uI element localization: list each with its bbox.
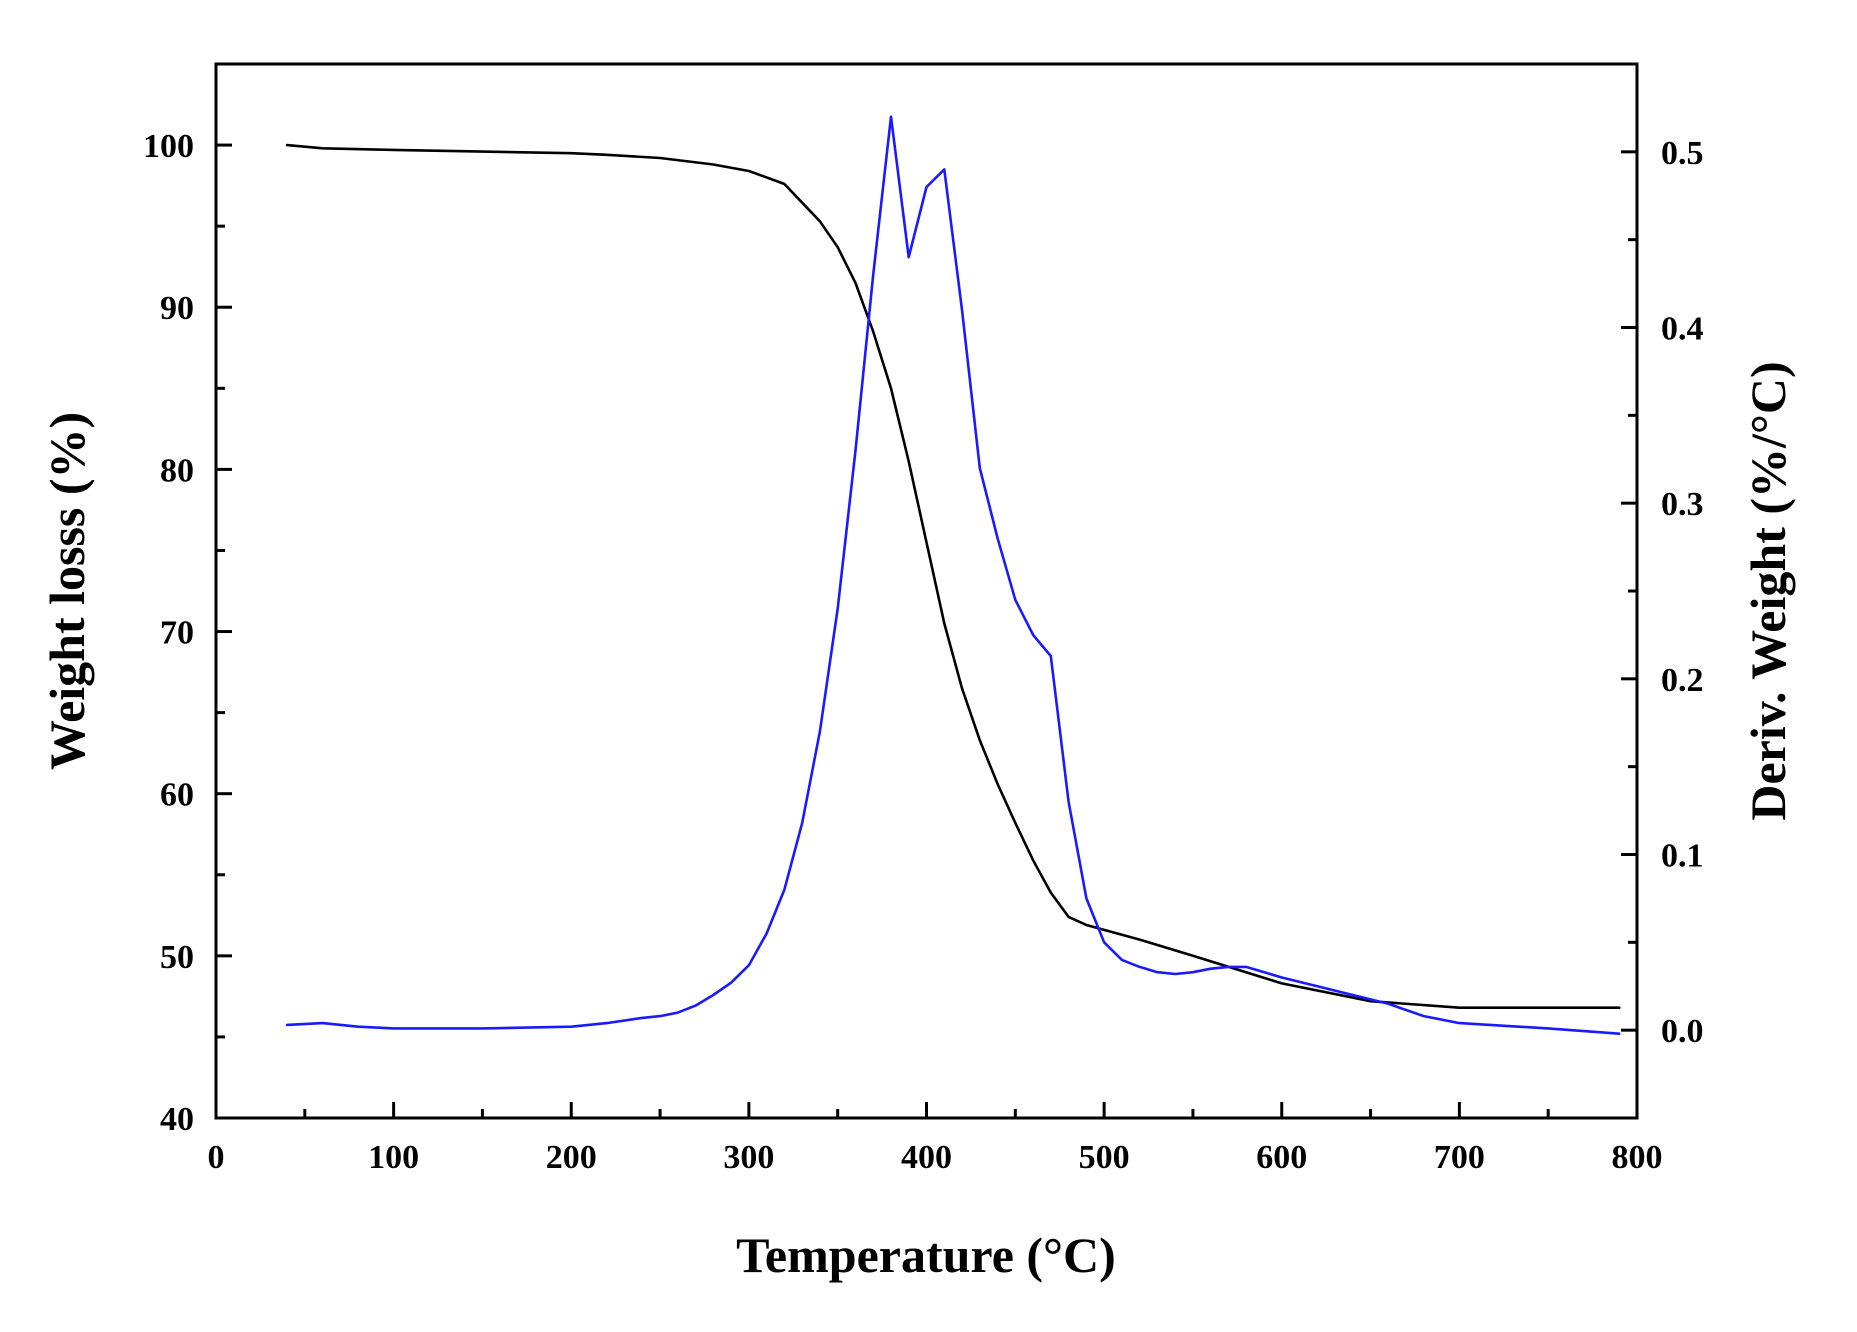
x-tick-label: 0 <box>208 1139 225 1176</box>
y-right-tick-label: 0.1 <box>1661 838 1704 875</box>
y-left-tick-label: 60 <box>160 777 194 814</box>
y-left-tick-label: 90 <box>160 290 194 327</box>
series-layer <box>285 115 1621 1035</box>
x-axis-title: Temperature (°C) <box>736 1227 1116 1283</box>
y-right-axis-title: Deriv. Weight (%/°C) <box>1740 361 1796 820</box>
y-left-tick-label: 80 <box>160 452 194 489</box>
x-tick-label: 300 <box>723 1139 774 1176</box>
x-tick-label: 600 <box>1256 1139 1307 1176</box>
x-tick-label: 700 <box>1434 1139 1485 1176</box>
ticks-layer: 0 100 200 300 400 500 600 700 800 40 50 60 70 80 90 100… <box>143 62 1704 1176</box>
y-right-tick-label: 0.2 <box>1661 662 1704 699</box>
weight-loss-series-line <box>285 143 1621 1010</box>
y-right-tick-label: 0.3 <box>1661 486 1704 523</box>
y-right-tick-label: 0.5 <box>1661 135 1704 172</box>
deriv-weight-series-line <box>285 115 1621 1035</box>
x-tick-label: 500 <box>1079 1139 1130 1176</box>
y-left-tick-label: 50 <box>160 939 194 976</box>
x-tick-label: 800 <box>1612 1139 1663 1176</box>
y-right-tick-label: 0.4 <box>1661 311 1704 348</box>
y-right-tick-label: 0.0 <box>1661 1013 1704 1050</box>
y-left-tick-label: 40 <box>160 1101 194 1138</box>
x-tick-label: 400 <box>901 1139 952 1176</box>
plot-frame <box>214 62 1639 1120</box>
x-tick-label: 200 <box>546 1139 597 1176</box>
y-left-axis-title: Weight losss (%) <box>39 412 95 770</box>
x-tick-label: 100 <box>368 1139 419 1176</box>
y-left-tick-label: 70 <box>160 615 194 652</box>
y-left-tick-label: 100 <box>143 128 194 165</box>
